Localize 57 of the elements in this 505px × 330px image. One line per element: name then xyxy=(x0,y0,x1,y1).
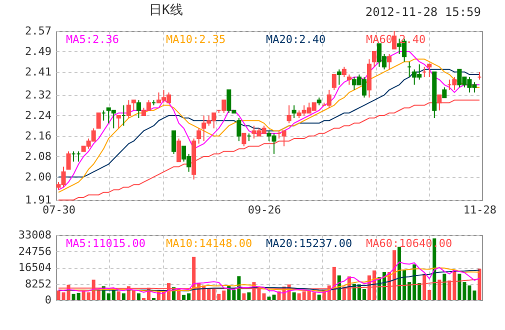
y-tick-label: 8252 xyxy=(25,277,52,290)
chart-title: 日K线 xyxy=(149,3,183,18)
y-tick-label: 2.41 xyxy=(25,65,52,78)
candlestick xyxy=(236,118,242,142)
bar xyxy=(247,292,251,300)
candlestick xyxy=(131,100,136,111)
candlestick xyxy=(136,100,141,119)
candlestick xyxy=(336,68,342,86)
candlestick xyxy=(196,128,202,144)
y-tick-label: 2.16 xyxy=(25,129,52,142)
candlestick xyxy=(116,115,121,129)
candlestick xyxy=(372,50,376,68)
candlestick xyxy=(292,104,296,119)
bar xyxy=(116,291,120,300)
y-tick-label: 33008 xyxy=(18,228,52,242)
y-tick-label: 2.32 xyxy=(25,88,52,102)
x-tick-label: 09-26 xyxy=(248,204,282,216)
bar xyxy=(136,293,140,300)
candlestick xyxy=(242,132,246,147)
candlestick xyxy=(96,112,101,129)
bar xyxy=(292,292,296,300)
text: MA5:11015.00 xyxy=(66,237,146,250)
text: MA10:14148.00 xyxy=(166,237,252,250)
bar xyxy=(122,293,126,300)
bar xyxy=(317,294,321,300)
bar xyxy=(442,274,446,300)
y-tick-label: 2.08 xyxy=(25,150,52,163)
y-tick-label: 2.24 xyxy=(25,109,52,122)
y-tick-label: 16504 xyxy=(18,261,52,274)
candlestick xyxy=(286,104,292,124)
candlestick xyxy=(387,54,392,70)
bar xyxy=(242,293,246,300)
y-tick-label: 2.57 xyxy=(25,24,52,38)
candlestick xyxy=(442,86,447,98)
y-tick-label: 0 xyxy=(44,294,52,306)
candlestick xyxy=(332,74,336,90)
y-tick-label: 2.00 xyxy=(25,170,52,184)
text: MA5:2.36 xyxy=(66,33,119,46)
candlestick xyxy=(427,64,432,78)
text: MA20:2.40 xyxy=(266,33,326,46)
candlestick xyxy=(346,74,352,86)
line-series xyxy=(58,261,480,294)
candlestick xyxy=(66,150,71,170)
y-tick-label: 2.49 xyxy=(25,44,52,58)
text: 2012-11-28 15:59 xyxy=(365,5,481,19)
x-tick-label: 07-30 xyxy=(42,204,76,216)
candlestick xyxy=(172,130,176,154)
text: MA10:2.35 xyxy=(166,33,226,46)
candlestick xyxy=(282,130,286,147)
y-tick-label: 24756 xyxy=(18,244,52,258)
y-tick-label: 1.91 xyxy=(25,194,52,206)
candlestick xyxy=(326,89,332,108)
x-tick-label: 11-28 xyxy=(463,204,497,216)
candlestick xyxy=(342,66,346,78)
candlestick xyxy=(126,100,131,119)
candlestick xyxy=(176,138,182,162)
text: MA20:15237.00 xyxy=(266,237,352,250)
